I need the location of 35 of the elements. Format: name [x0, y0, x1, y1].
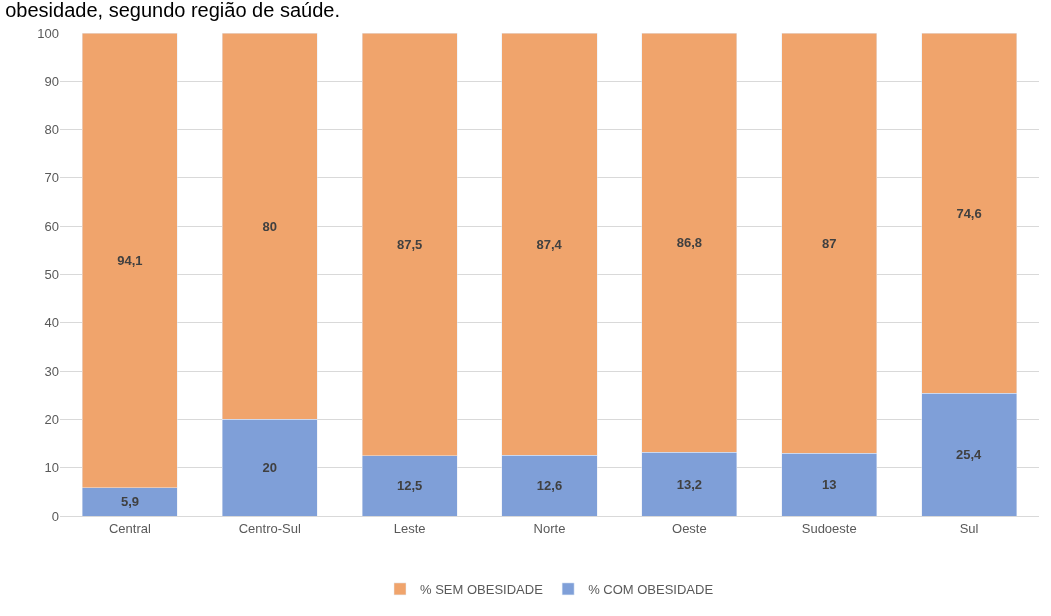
x-tick-label: Sul [959, 520, 979, 536]
data-label: 74,6 [956, 205, 982, 221]
data-label: 87,4 [536, 236, 563, 252]
y-tick-label: 100 [37, 25, 59, 41]
data-label: 87 [821, 235, 837, 251]
x-tick-label: Centro-Sul [238, 520, 301, 536]
legend-label: % SEM OBESIDADE [420, 581, 544, 597]
y-tick-label: 10 [44, 460, 59, 476]
data-label: 86,8 [676, 235, 703, 251]
data-label: 12,5 [396, 478, 423, 494]
x-tick-label: Leste [393, 520, 426, 536]
data-label: 80 [262, 218, 278, 234]
data-label: 12,6 [536, 478, 563, 494]
y-tick-label: 60 [44, 218, 59, 234]
data-label: 87,5 [396, 236, 423, 252]
y-tick-label: 0 [51, 508, 59, 524]
y-tick-label: 50 [44, 267, 59, 283]
x-tick-label: Central [108, 520, 151, 536]
x-tick-label: Sudoeste [801, 520, 857, 536]
data-label: 25,4 [956, 447, 983, 463]
data-label: 94,1 [117, 252, 143, 268]
data-label: 13,2 [676, 476, 703, 492]
legend-label: % COM OBESIDADE [588, 581, 714, 597]
data-label: 13 [821, 477, 837, 493]
chart-title: obesidade, segundo região de saúde. [5, 0, 340, 22]
y-tick-label: 20 [44, 411, 59, 427]
data-label: 20 [262, 460, 278, 476]
x-tick-label: Norte [533, 520, 566, 536]
y-tick-label: 70 [44, 170, 59, 186]
y-tick-label: 80 [44, 122, 59, 138]
x-tick-label: Oeste [672, 520, 707, 536]
y-tick-label: 90 [44, 73, 59, 89]
data-label: 5,9 [120, 494, 139, 510]
y-tick-label: 40 [44, 315, 59, 331]
y-tick-label: 30 [44, 363, 59, 379]
